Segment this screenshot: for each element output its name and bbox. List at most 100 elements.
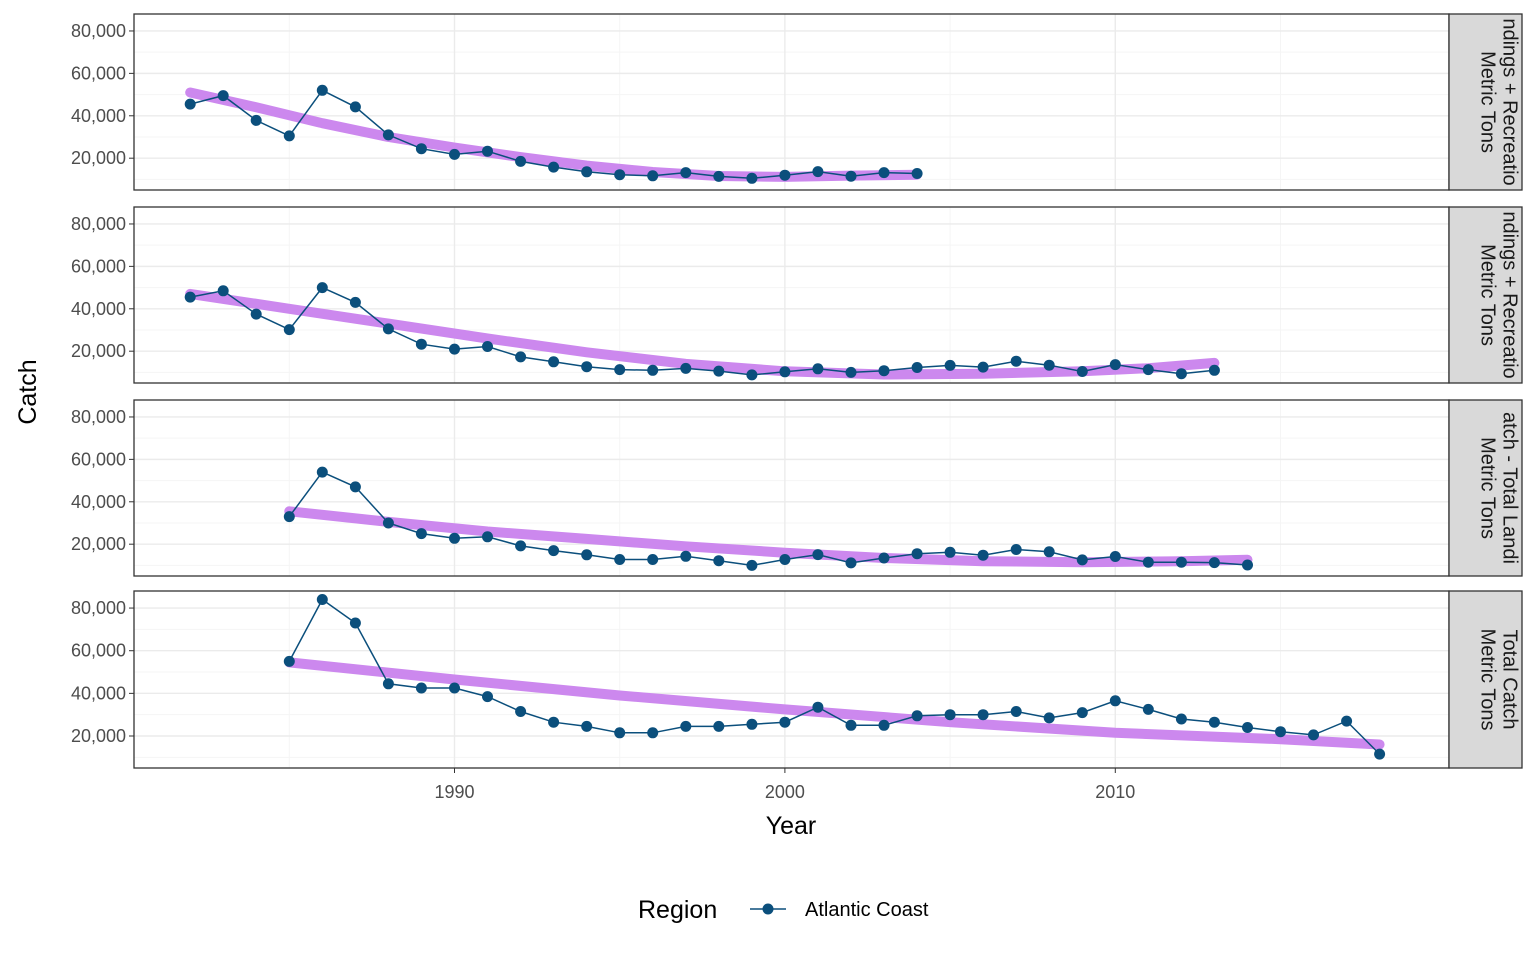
- data-point: [911, 362, 923, 373]
- panel-2: 20,000 40,000 60,000 80,000 ndings + Recreat…: [71, 206, 1523, 384]
- data-point: [878, 167, 890, 179]
- legend: Region Atlantic Coast: [638, 896, 929, 924]
- panel-background: [134, 14, 1449, 190]
- x-tick-label: 2000: [765, 782, 805, 802]
- data-point: [713, 170, 725, 182]
- data-point: [746, 559, 758, 571]
- data-point: [382, 129, 394, 141]
- data-point: [845, 719, 857, 731]
- data-point: [944, 546, 956, 558]
- data-point: [1109, 359, 1121, 371]
- data-point: [1208, 557, 1220, 569]
- data-point: [845, 366, 857, 378]
- panel-3: 20,000 40,000 60,000 80,000 atch - Total Lan…: [71, 399, 1523, 577]
- facet-strip-text: Metric Tons: [1477, 629, 1499, 731]
- panel-4: 20,000 40,000 60,000 80,000 Total CatchMetri…: [71, 590, 1523, 769]
- facet-strip-text: Metric Tons: [1477, 437, 1499, 539]
- data-point: [382, 678, 394, 690]
- trend-line: [185, 87, 923, 182]
- data-point: [482, 341, 493, 352]
- data-point: [316, 594, 328, 605]
- data-point: [1109, 551, 1121, 562]
- data-point: [217, 90, 229, 102]
- data-point: [812, 363, 824, 375]
- x-axis-title: Year: [766, 812, 817, 840]
- data-point: [647, 364, 659, 376]
- facet-strip: [1448, 399, 1523, 577]
- data-point: [1275, 726, 1286, 738]
- data-point: [449, 343, 460, 355]
- data-point: [482, 145, 493, 157]
- data-point: [1010, 355, 1022, 367]
- data-point: [449, 682, 460, 694]
- facet-strip-text: Total Catch: [1499, 629, 1521, 729]
- series-line-atlantic-coast: [288, 471, 1248, 567]
- data-point: [614, 727, 626, 739]
- data-point: [614, 554, 626, 565]
- data-point: [581, 720, 593, 732]
- facet-strip: [1448, 13, 1523, 191]
- data-point: [878, 365, 890, 377]
- data-point: [746, 718, 758, 730]
- data-point: [1308, 729, 1319, 741]
- facet-strip-text: ndings + Recreatio: [1499, 18, 1521, 185]
- data-point: [944, 709, 956, 721]
- y-tick-label: 60,000: [71, 256, 126, 276]
- y-tick-label: 80,000: [71, 21, 126, 41]
- y-tick-label: 60,000: [71, 641, 126, 661]
- data-point: [515, 706, 527, 717]
- data-point: [911, 710, 923, 722]
- trend-line: [284, 657, 1385, 750]
- data-point: [812, 701, 824, 713]
- data-point: [581, 166, 593, 178]
- data-point: [382, 517, 394, 529]
- data-point: [1242, 559, 1253, 571]
- data-point: [1043, 712, 1055, 724]
- y-tick-label: 40,000: [71, 106, 126, 126]
- legend-key-point: [762, 903, 774, 915]
- data-point: [812, 166, 824, 178]
- data-point: [415, 682, 427, 694]
- data-point: [349, 481, 361, 493]
- data-point: [515, 351, 527, 363]
- data-point: [878, 719, 890, 731]
- y-tick-label: 40,000: [71, 683, 126, 703]
- data-point: [548, 716, 560, 728]
- data-point: [713, 555, 725, 567]
- data-point: [250, 308, 262, 320]
- data-point: [1374, 748, 1386, 760]
- data-point: [1208, 716, 1220, 728]
- data-point: [911, 548, 923, 560]
- data-point: [1175, 713, 1187, 725]
- data-point: [415, 143, 427, 155]
- data-point: [647, 170, 659, 182]
- facet-strip-text: Metric Tons: [1477, 51, 1499, 153]
- data-point: [283, 511, 295, 523]
- data-point: [1142, 556, 1154, 568]
- data-point: [1341, 715, 1353, 727]
- data-point: [680, 167, 692, 179]
- data-point: [812, 549, 824, 561]
- y-tick-label: 20,000: [71, 341, 126, 361]
- data-point: [1142, 703, 1154, 715]
- data-point: [283, 655, 295, 667]
- legend-label-atlantic-coast: Atlantic Coast: [805, 899, 929, 921]
- data-point: [647, 727, 659, 739]
- data-point: [482, 531, 493, 543]
- data-point: [1175, 368, 1187, 380]
- data-point: [449, 148, 460, 160]
- data-point: [779, 366, 791, 378]
- data-point: [415, 528, 427, 540]
- data-point: [779, 554, 791, 565]
- data-point: [977, 361, 989, 373]
- data-point: [548, 356, 560, 368]
- legend-title: Region: [638, 896, 717, 924]
- data-point: [680, 550, 692, 562]
- data-point: [1043, 359, 1055, 371]
- facet-strip-text: Metric Tons: [1477, 244, 1499, 346]
- data-point: [515, 540, 527, 552]
- data-point: [283, 130, 295, 142]
